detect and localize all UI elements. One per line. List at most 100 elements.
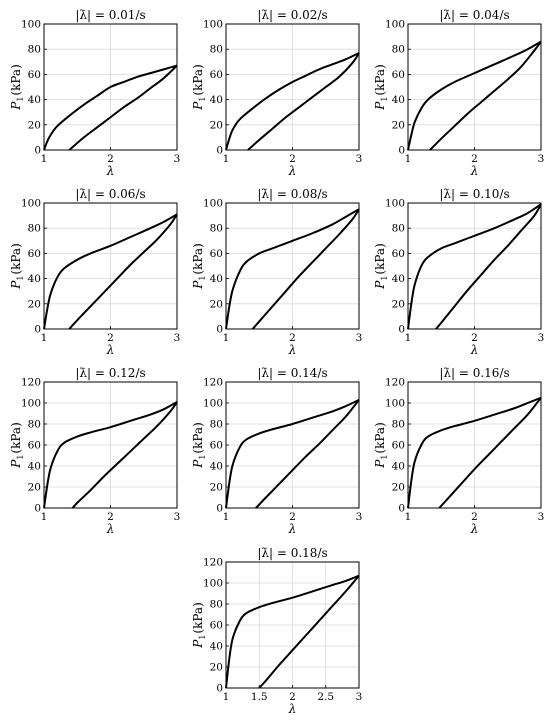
- x-axis-label: λ: [288, 702, 297, 716]
- y-axis-label-symbol: P: [191, 280, 205, 290]
- y-tick-label: 0: [398, 145, 405, 157]
- x-tick-label: 3: [174, 511, 181, 523]
- x-tick-label: 1: [223, 691, 230, 703]
- x-tick-label: 2: [289, 691, 296, 703]
- unloading-curve: [68, 213, 178, 330]
- unloading-curve: [255, 399, 360, 509]
- x-tick-label: 2.5: [317, 691, 334, 703]
- x-axis-label: λ: [106, 164, 115, 178]
- x-tick-label: 3: [538, 511, 545, 523]
- y-axis-label-subscript: 1: [380, 97, 389, 102]
- y-axis-label: P1 (kPa): [373, 64, 389, 111]
- y-axis-label-subscript: 1: [16, 97, 25, 102]
- loading-curve: [225, 52, 360, 151]
- chart-title: |λ̇| = 0.04/s: [439, 8, 509, 22]
- y-tick-label: 100: [21, 19, 41, 31]
- chart-title: |λ̇| = 0.16/s: [439, 366, 509, 380]
- y-tick-label: 60: [210, 440, 223, 452]
- x-tick-label: 3: [356, 332, 363, 344]
- x-tick-label: 2: [289, 511, 296, 523]
- y-tick-label: 0: [216, 145, 223, 157]
- unloading-curve: [438, 397, 542, 509]
- y-axis-label-unit: (kPa): [9, 243, 23, 274]
- loading-curve: [43, 64, 178, 151]
- y-axis-label-symbol: P: [191, 101, 205, 111]
- y-tick-label: 20: [210, 119, 223, 131]
- y-tick-label: 0: [34, 145, 41, 157]
- y-tick-label: 60: [28, 440, 41, 452]
- y-axis-label: P1 (kPa): [191, 602, 207, 649]
- loading-curve: [225, 398, 360, 509]
- x-tick-label: 2: [471, 332, 478, 344]
- x-tick-label: 3: [356, 153, 363, 165]
- loading-curve: [43, 213, 178, 330]
- y-tick-label: 20: [28, 482, 41, 494]
- loading-curve: [43, 401, 178, 509]
- y-axis-label-unit: (kPa): [191, 422, 205, 453]
- chart-title: |λ̇| = 0.10/s: [439, 187, 509, 201]
- unloading-curve: [258, 575, 360, 689]
- y-tick-label: 20: [210, 662, 223, 674]
- y-axis-label-subscript: 1: [16, 276, 25, 281]
- y-axis-label-subscript: 1: [380, 455, 389, 460]
- x-axis-label: λ: [470, 522, 479, 536]
- y-tick-label: 0: [34, 503, 41, 515]
- y-tick-label: 40: [210, 461, 223, 473]
- x-tick-label: 1: [405, 332, 412, 344]
- y-axis-label: P1 (kPa): [373, 243, 389, 290]
- y-tick-label: 80: [28, 44, 41, 56]
- x-tick-label: 3: [174, 153, 181, 165]
- y-tick-label: 40: [28, 461, 41, 473]
- x-tick-label: 1: [405, 511, 412, 523]
- y-tick-label: 80: [28, 419, 41, 431]
- loading-curve: [407, 203, 542, 330]
- chart-title: |λ̇| = 0.08/s: [257, 187, 327, 201]
- y-axis-label-symbol: P: [191, 459, 205, 469]
- y-axis-label: P1 (kPa): [373, 422, 389, 469]
- y-tick-label: 120: [21, 377, 41, 389]
- y-axis-label: P1 (kPa): [191, 422, 207, 469]
- y-axis-label-symbol: P: [9, 280, 23, 290]
- y-tick-label: 20: [392, 119, 405, 131]
- y-tick-label: 80: [210, 223, 223, 235]
- chart-title: |λ̇| = 0.14/s: [257, 366, 327, 380]
- y-tick-label: 100: [385, 398, 405, 410]
- x-axis-label: λ: [470, 164, 479, 178]
- y-tick-label: 80: [210, 419, 223, 431]
- x-tick-label: 1.5: [251, 691, 268, 703]
- x-tick-label: 1: [41, 332, 48, 344]
- y-axis-label-unit: (kPa): [191, 602, 205, 633]
- y-tick-label: 0: [34, 324, 41, 336]
- y-tick-label: 80: [28, 223, 41, 235]
- y-axis-label-unit: (kPa): [191, 64, 205, 95]
- x-tick-label: 1: [223, 511, 230, 523]
- y-axis-label: P1 (kPa): [9, 422, 25, 469]
- x-axis-label: λ: [106, 343, 115, 357]
- y-tick-label: 40: [392, 94, 405, 106]
- x-tick-label: 1: [41, 153, 48, 165]
- y-tick-label: 60: [210, 69, 223, 81]
- y-tick-label: 0: [216, 683, 223, 695]
- y-tick-label: 60: [210, 620, 223, 632]
- y-tick-label: 0: [398, 324, 405, 336]
- y-tick-label: 40: [28, 94, 41, 106]
- y-tick-label: 60: [392, 248, 405, 260]
- y-tick-label: 20: [210, 298, 223, 310]
- loading-curve: [407, 396, 542, 509]
- loading-curve: [225, 574, 360, 689]
- y-tick-label: 100: [203, 19, 223, 31]
- y-axis-label-subscript: 1: [198, 455, 207, 460]
- x-axis-label: λ: [288, 343, 297, 357]
- y-tick-label: 0: [216, 324, 223, 336]
- x-tick-label: 2: [471, 511, 478, 523]
- y-axis-label-unit: (kPa): [9, 422, 23, 453]
- x-tick-label: 3: [356, 691, 363, 703]
- x-tick-label: 1: [405, 153, 412, 165]
- y-axis-label-subscript: 1: [380, 276, 389, 281]
- y-tick-label: 120: [203, 377, 223, 389]
- x-tick-label: 3: [174, 332, 181, 344]
